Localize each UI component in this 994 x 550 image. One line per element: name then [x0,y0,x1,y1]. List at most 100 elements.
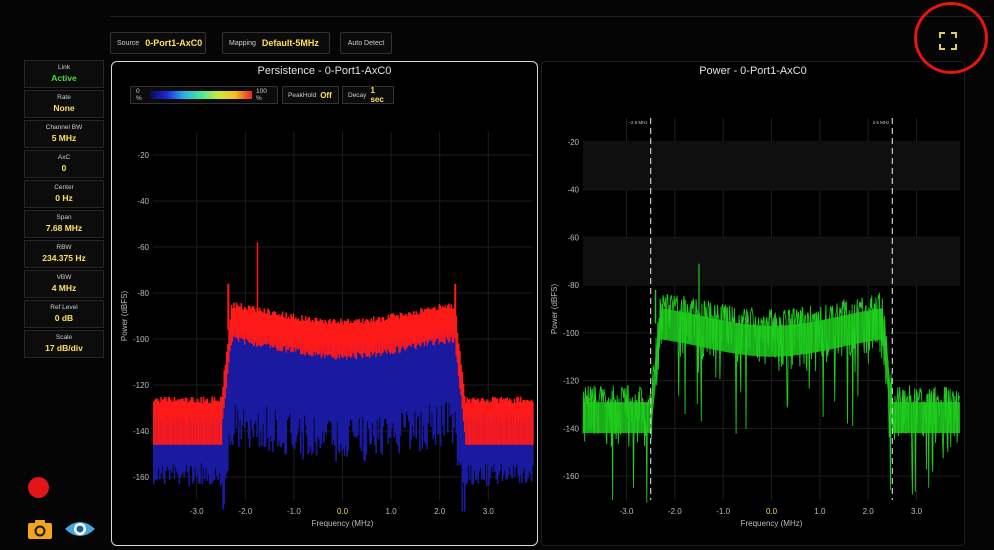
persistence-density-low [231,333,234,445]
persistence-density-high [409,312,411,346]
persistence-density-high [327,320,330,356]
persistence-density-low [436,329,438,407]
record-button[interactable] [28,477,49,498]
persistence-density-high [501,399,504,445]
persistence-density-low [404,336,407,428]
persistence-density-low [385,344,387,419]
peakhold-label: PeakHold [288,91,317,99]
persistence-density-high [333,319,336,359]
persistence-title: Persistence - 0-Port1-AxC0 [257,65,392,77]
persistence-density-high [450,304,453,338]
persistence-density-low [267,333,269,439]
persistence-density-low [496,415,499,484]
persistence-density-low [359,345,362,448]
persistence-density-low [228,356,230,435]
persistence-density-low [477,414,479,484]
persistence-density-low [270,339,273,443]
auto-detect-button[interactable]: Auto Detect [340,32,392,54]
persistence-density-high [221,397,223,445]
persistence-density-high [225,351,228,388]
persistence-density-low [182,421,184,473]
persistence-density-low [432,330,435,440]
persistence-density-high [302,320,305,354]
persistence-density-high [244,307,246,345]
persistence-density-low [323,348,325,443]
persistence-density-low [188,413,190,487]
persistence-density-high [290,313,292,353]
persistence-density-high [467,399,470,445]
persistence-density-low [258,332,261,448]
persistence-density-high [425,309,427,341]
persistence-density-high [505,398,507,445]
persistence-density-low [448,335,450,403]
power-y-tick-label: -100 [563,329,580,338]
persistence-density-low [483,412,486,481]
persistence-density-high [180,398,183,445]
persistence-density-high [466,397,469,445]
persistence-density-low [219,415,222,486]
persistence-density-high [412,311,415,344]
power-y-tick-label: -140 [563,424,580,433]
power-x-tick-label: 3.0 [911,507,923,516]
persistence-density-low [419,337,421,452]
persistence-density-low [347,346,349,452]
persistence-density-low [201,418,204,485]
peakhold-value: Off [320,90,332,100]
persistence-density-low [207,419,210,475]
persistence-density-high [518,402,521,445]
persistence-density-high [485,399,488,445]
sidebar-item-label: VBW [56,274,72,281]
decay-value: 1 sec [370,86,384,104]
decay-selector[interactable]: Decay 1 sec [342,86,394,104]
persistence-density-low [287,342,290,418]
persistence-density-high [245,308,247,339]
persistence-x-tick-label: 0.0 [337,507,349,516]
persistence-density-low [261,337,263,446]
persistence-density-high [205,399,207,445]
persistence-density-high [506,397,509,445]
persistence-density-high [483,400,486,445]
persistence-density-low [358,345,360,418]
persistence-density-high [429,309,432,342]
persistence-density-low [449,331,452,417]
top-divider [110,16,990,17]
persistence-density-high [365,319,368,358]
source-value: 0-Port1-AxC0 [145,38,203,48]
persistence-density-high [176,400,178,445]
persistence-density-high [326,324,329,356]
mapping-value: Default-5MHz [261,38,319,48]
persistence-density-high [224,364,227,399]
persistence-density-low [256,339,258,438]
snapshot-button[interactable] [27,518,53,545]
persistence-density-low [291,342,294,444]
persistence-density-high [468,398,471,445]
persistence-density-high [446,305,449,340]
persistence-density-low [405,343,408,412]
persistence-density-high [337,321,340,355]
persistence-density-low [472,420,475,485]
persistence-density-high [388,317,391,353]
mapping-selector[interactable]: Mapping Default-5MHz [222,32,330,54]
persistence-density-low [163,417,166,485]
persistence-density-high [416,313,419,346]
persistence-x-tick-label: -1.0 [287,507,301,516]
persistence-density-low [400,345,403,413]
persistence-density-low [333,344,336,446]
persistence-density-low [326,344,329,424]
persistence-density-high [344,321,347,356]
persistence-density-low [284,345,286,455]
persistence-density-low [387,346,390,445]
power-y-tick-label: -60 [567,233,579,242]
persistence-density-high [263,308,266,344]
mapping-label: Mapping [229,39,256,47]
persistence-density-high [173,397,176,445]
persistence-density-high [426,308,428,346]
persistence-density-high [422,311,425,343]
source-selector[interactable]: Source 0-Port1-AxC0 [110,32,206,54]
persistence-density-low [306,343,308,436]
view-toggle-button[interactable] [64,518,96,545]
persistence-density-low [372,345,375,437]
persistence-density-high [213,397,216,445]
peakhold-toggle[interactable]: PeakHold Off [282,86,339,104]
persistence-density-low [422,335,425,427]
